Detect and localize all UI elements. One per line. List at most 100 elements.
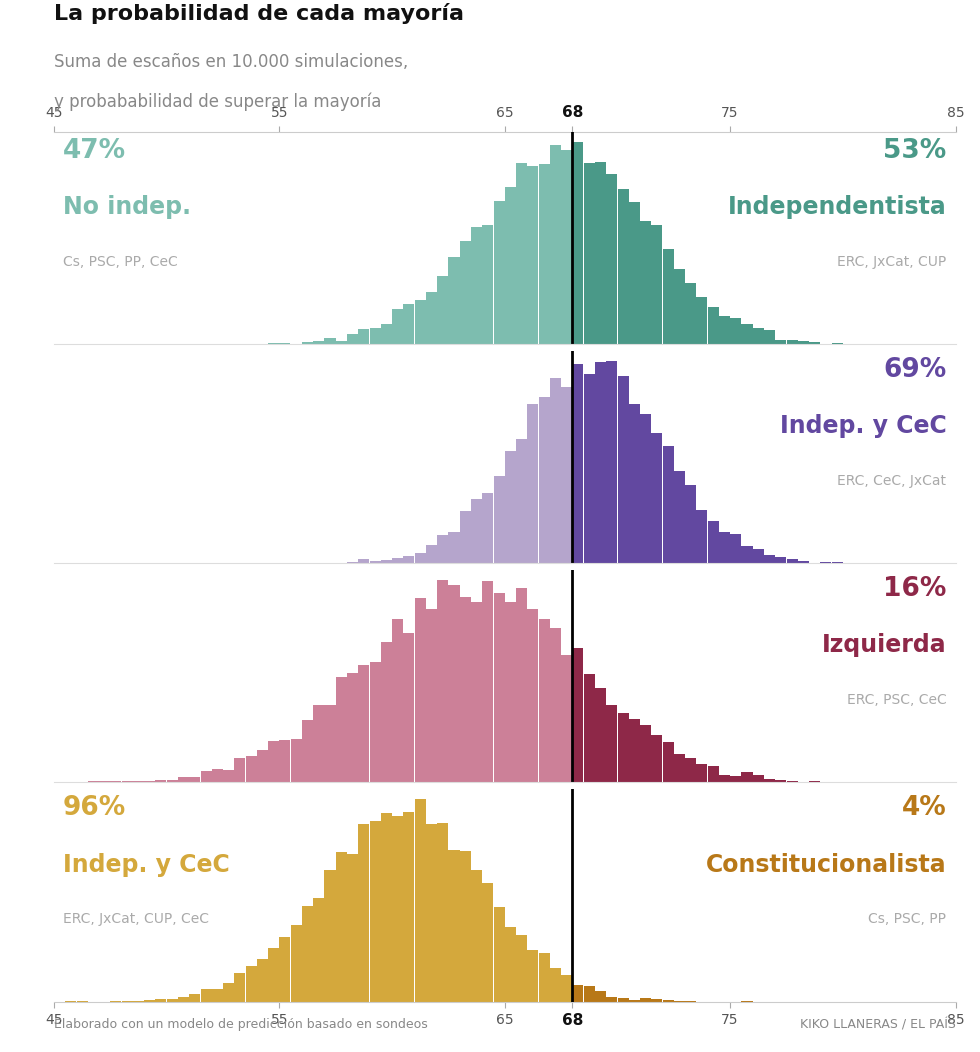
Bar xyxy=(314,705,324,783)
Bar xyxy=(122,781,132,783)
Bar xyxy=(798,562,808,564)
Bar xyxy=(392,309,403,344)
Bar xyxy=(775,557,786,564)
Text: Cs, PSC, PP, CeC: Cs, PSC, PP, CeC xyxy=(63,255,177,269)
Bar xyxy=(291,739,302,783)
Bar xyxy=(674,471,685,564)
Bar xyxy=(742,546,753,564)
Bar xyxy=(595,162,606,344)
Bar xyxy=(471,499,482,564)
Bar xyxy=(607,361,617,564)
Bar xyxy=(415,300,425,344)
Bar xyxy=(562,387,572,564)
Bar xyxy=(562,150,572,344)
Bar xyxy=(426,824,437,1002)
Bar xyxy=(550,968,561,1002)
Bar xyxy=(460,851,470,1002)
Bar xyxy=(336,852,347,1002)
Text: Constitucionalista: Constitucionalista xyxy=(706,852,947,876)
Bar xyxy=(572,648,583,783)
Bar xyxy=(572,364,583,564)
Bar xyxy=(674,269,685,344)
Bar xyxy=(787,560,798,564)
Bar xyxy=(302,720,313,783)
Bar xyxy=(494,908,505,1002)
Bar xyxy=(617,377,628,564)
Bar xyxy=(415,552,425,564)
Bar xyxy=(685,485,696,564)
Bar xyxy=(775,340,786,344)
Bar xyxy=(527,404,538,564)
Bar xyxy=(482,581,493,783)
Bar xyxy=(201,989,212,1002)
Bar xyxy=(607,996,617,1002)
Bar xyxy=(336,341,347,344)
Bar xyxy=(640,725,651,783)
Bar xyxy=(730,775,741,783)
Bar xyxy=(629,719,640,783)
Bar xyxy=(437,276,448,344)
Bar xyxy=(539,619,550,783)
Bar xyxy=(471,227,482,344)
Bar xyxy=(617,189,628,344)
Bar xyxy=(404,555,415,564)
Bar xyxy=(617,998,628,1002)
Bar xyxy=(471,603,482,783)
Bar xyxy=(404,304,415,344)
Bar xyxy=(460,596,470,783)
Bar xyxy=(369,561,380,564)
Bar xyxy=(257,750,268,783)
Bar xyxy=(572,985,583,1002)
Bar xyxy=(584,163,595,344)
Bar xyxy=(652,999,662,1002)
Text: ERC, PSC, CeC: ERC, PSC, CeC xyxy=(847,693,947,707)
Text: Elaborado con un modelo de predicción basado en sondeos: Elaborado con un modelo de predicción ba… xyxy=(54,1018,427,1031)
Text: 4%: 4% xyxy=(902,795,947,822)
Bar xyxy=(652,734,662,783)
Bar xyxy=(482,493,493,564)
Bar xyxy=(505,451,515,564)
Bar xyxy=(279,343,290,344)
Bar xyxy=(527,609,538,783)
Bar xyxy=(302,342,313,344)
Bar xyxy=(369,328,380,344)
Bar xyxy=(437,823,448,1002)
Bar xyxy=(595,991,606,1002)
Bar xyxy=(832,343,843,344)
Bar xyxy=(764,778,775,783)
Bar xyxy=(381,324,392,344)
Bar xyxy=(347,853,358,1002)
Bar xyxy=(404,633,415,783)
Bar xyxy=(460,242,470,344)
Bar xyxy=(505,187,515,344)
Bar xyxy=(764,330,775,344)
Bar xyxy=(730,534,741,564)
Bar xyxy=(279,937,290,1002)
Bar xyxy=(133,781,144,783)
Bar xyxy=(652,225,662,344)
Bar xyxy=(640,997,651,1002)
Bar xyxy=(482,883,493,1002)
Bar xyxy=(629,202,640,344)
Bar xyxy=(392,620,403,783)
Bar xyxy=(595,362,606,564)
Bar xyxy=(246,755,257,783)
Bar xyxy=(697,510,708,564)
Bar xyxy=(708,766,718,783)
Bar xyxy=(302,907,313,1002)
Bar xyxy=(708,522,718,564)
Bar xyxy=(742,324,753,344)
Bar xyxy=(652,433,662,564)
Text: Indep. y CeC: Indep. y CeC xyxy=(63,852,229,876)
Bar xyxy=(764,554,775,564)
Bar xyxy=(269,741,279,783)
Text: 69%: 69% xyxy=(883,357,947,383)
Bar xyxy=(584,986,595,1002)
Bar xyxy=(449,531,460,564)
Bar xyxy=(719,532,730,564)
Bar xyxy=(640,414,651,564)
Bar xyxy=(798,341,808,344)
Bar xyxy=(223,983,234,1002)
Bar xyxy=(178,777,189,783)
Bar xyxy=(324,870,335,1002)
